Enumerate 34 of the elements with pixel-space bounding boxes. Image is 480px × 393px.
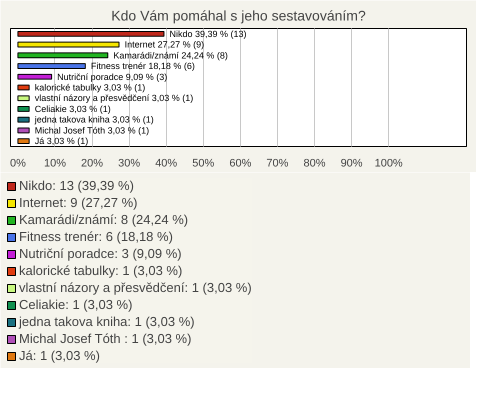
legend-label: vlastní názory a přesvědčení: 1 (3,03 %) [19,280,252,295]
x-tick-label: 70% [266,158,289,170]
x-tick-label: 20% [81,158,104,170]
x-tick-label: 10% [44,158,66,170]
chart-title: Kdo Vám pomáhal s jeho sestavováním? [111,8,366,24]
legend-label: Michal Josef Tóth : 1 (3,03 %) [19,331,192,346]
x-tick-label: 100% [374,158,403,170]
legend-label: jedna takova kniha: 1 (3,03 %) [19,314,195,329]
data-label: Kamarádi/známí 24,24 % (8) [113,50,228,60]
x-tick-label: 50% [192,158,215,170]
legend-label: Fitness trenér: 6 (18,18 %) [19,229,173,244]
legend-label: Kamarádi/známí: 8 (24,24 %) [19,212,188,227]
x-tick-label: 60% [229,158,252,170]
data-label: Nikdo 39,39 % (13) [170,28,247,39]
legend-label: Nikdo: 13 (39,39 %) [19,178,134,193]
data-label: Fitness trenér 18,18 % (6) [90,61,195,72]
x-tick-label: 40% [155,158,178,170]
x-tick-label: 90% [340,158,363,170]
data-label: kalorické tabulky 3,03 % (1) [34,82,146,92]
data-label: Celiakie 3,03 % (1) [34,104,111,114]
data-label: Michal Josef Tóth 3,03 % (1) [34,125,150,136]
legend-label: kalorické tabulky: 1 (3,03 %) [19,263,182,278]
x-tick-label: 30% [118,158,140,170]
data-label: Internet 27,27 % (9) [124,40,204,50]
legend-label: Internet: 9 (27,27 %) [19,195,138,210]
legend-label: Nutriční poradce: 3 (9,09 %) [19,246,182,261]
data-label: jedna takova kniha 3,03 % (1) [34,114,154,125]
data-label: Nutriční poradce 9,09 % (3) [57,72,168,82]
legend-label: Celiakie: 1 (3,03 %) [19,297,132,312]
x-tick-label: 80% [303,158,326,170]
legend-label: Já: 1 (3,03 %) [19,348,100,363]
data-label: vlastní názory a přesvědčení 3,03 % (1) [34,93,194,104]
x-tick-label: 0% [10,158,26,170]
data-label: Já 3,03 % (1) [34,136,88,146]
